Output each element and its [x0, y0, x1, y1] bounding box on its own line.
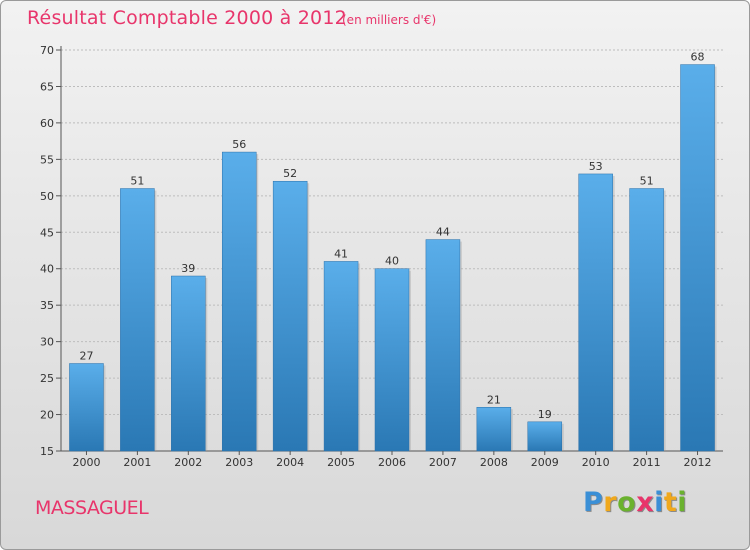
- value-label: 40: [385, 255, 399, 268]
- bar: [69, 363, 104, 452]
- y-tick-label: 50: [40, 190, 54, 203]
- y-tick-label: 30: [40, 336, 54, 349]
- bar: [374, 268, 410, 452]
- commune-name: MASSAGUEL: [35, 497, 149, 519]
- bar: [527, 421, 563, 452]
- x-tick-label: 2009: [531, 456, 559, 469]
- value-label: 41: [334, 247, 348, 260]
- value-label: 68: [691, 51, 705, 64]
- logo-letter: i: [654, 487, 664, 518]
- x-tick-label: 2011: [633, 456, 661, 469]
- x-tick-label: 2012: [684, 456, 712, 469]
- value-label: 44: [436, 226, 450, 239]
- x-tick-label: 2002: [174, 456, 202, 469]
- value-label: 52: [283, 167, 297, 180]
- bar: [680, 64, 715, 452]
- y-tick-label: 65: [40, 80, 54, 93]
- x-tick-label: 2006: [378, 456, 406, 469]
- value-label: 39: [181, 262, 195, 275]
- bar: [221, 151, 257, 452]
- x-tick-label: 2005: [327, 456, 355, 469]
- chart-title: Résultat Comptable 2000 à 2012: [27, 7, 347, 29]
- logo-letter: i: [677, 487, 688, 518]
- bar: [323, 261, 359, 452]
- x-tick-label: 2001: [123, 456, 151, 469]
- chart-subtitle: (en milliers d'€): [342, 13, 437, 27]
- y-tick-label: 55: [40, 153, 54, 166]
- bar: [171, 275, 206, 452]
- x-tick-label: 2007: [429, 456, 457, 469]
- value-label: 51: [640, 175, 654, 188]
- value-label: 51: [130, 175, 144, 188]
- y-tick-label: 35: [40, 299, 54, 312]
- x-tick-label: 2004: [276, 456, 304, 469]
- value-label: 56: [232, 138, 246, 151]
- bar: [578, 173, 613, 452]
- bar: [425, 239, 461, 452]
- bar: [120, 188, 155, 452]
- value-label: 21: [487, 393, 501, 406]
- y-tick-label: 20: [40, 409, 54, 422]
- logo-letter: o: [617, 487, 637, 518]
- x-tick-label: 2010: [582, 456, 610, 469]
- logo-letter: x: [636, 487, 655, 518]
- y-tick-label: 45: [40, 226, 54, 239]
- logo-letter: P: [583, 487, 604, 518]
- x-tick-label: 2003: [225, 456, 253, 469]
- logo-letter: r: [603, 487, 618, 518]
- bar: [272, 180, 308, 452]
- y-tick-label: 40: [40, 263, 54, 276]
- value-label: 19: [538, 408, 552, 421]
- value-label: 53: [589, 160, 603, 173]
- y-tick-label: 70: [40, 44, 54, 57]
- y-tick-label: 15: [40, 445, 54, 458]
- bar: [476, 407, 512, 452]
- value-label: 27: [79, 350, 93, 363]
- y-tick-label: 60: [40, 117, 54, 130]
- y-tick-label: 25: [40, 372, 54, 385]
- x-tick-label: 2000: [72, 456, 100, 469]
- logo-letter: t: [663, 487, 678, 518]
- proxiti-logo: Proxiti: [583, 487, 687, 518]
- bar: [629, 188, 664, 452]
- x-tick-label: 2008: [480, 456, 508, 469]
